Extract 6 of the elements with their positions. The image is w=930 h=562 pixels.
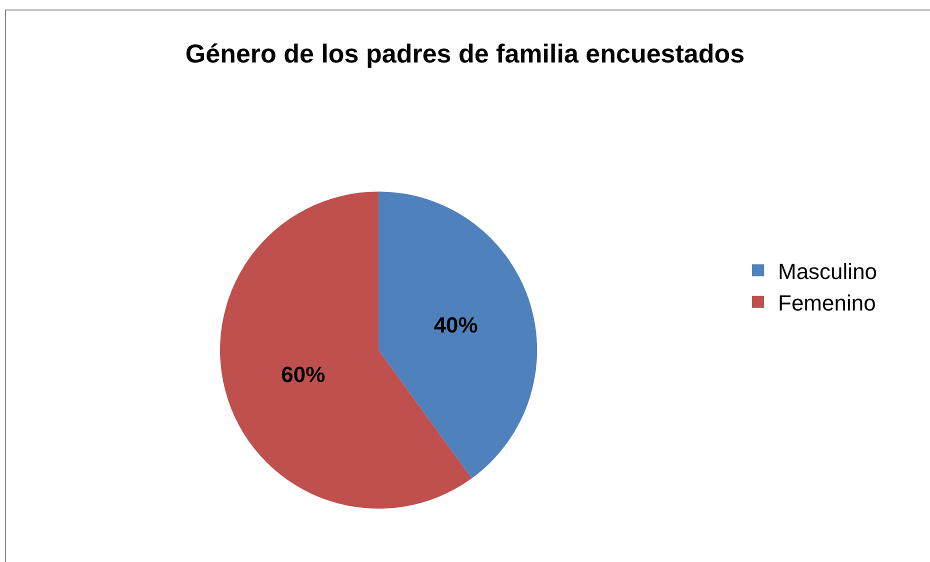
legend-label: Masculino <box>778 258 878 284</box>
chart-title: Género de los padres de familia encuestados <box>185 38 745 68</box>
data-label: 60% <box>281 362 326 388</box>
data-label: 40% <box>434 312 478 338</box>
pie-slice <box>378 192 537 478</box>
legend-label: Femenino <box>778 290 876 316</box>
